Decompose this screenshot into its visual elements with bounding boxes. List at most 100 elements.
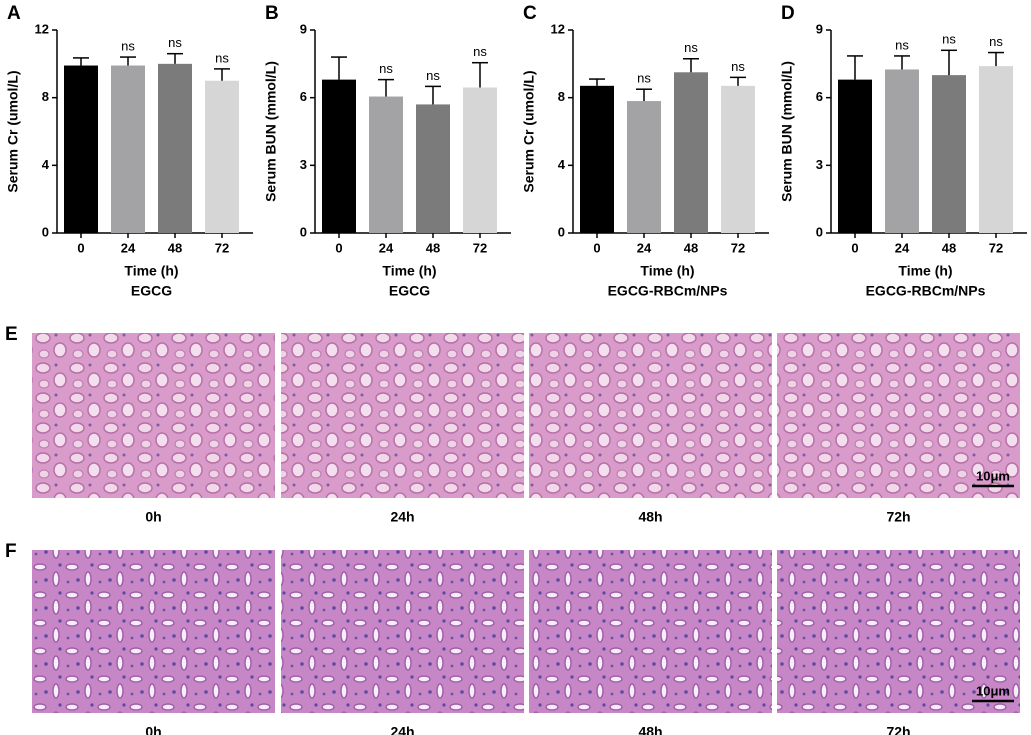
x-tick-label: 48 (942, 240, 956, 255)
x-tick-label: 24 (637, 240, 652, 255)
y-tick-label: 3 (300, 157, 307, 172)
chart-subtitle: EGCG (389, 283, 430, 299)
bar (674, 72, 708, 234)
error-bar (472, 61, 488, 88)
y-tick-label: 0 (816, 224, 823, 239)
error-bar (988, 51, 1004, 67)
x-tick-label: 48 (684, 240, 698, 255)
error-bar (730, 76, 746, 86)
significance-label: ns (379, 61, 393, 76)
histology-image (281, 550, 524, 713)
x-tick-label: 24 (379, 240, 394, 255)
error-bar (636, 88, 652, 102)
image-caption: 24h (390, 724, 414, 735)
significance-label: ns (731, 59, 745, 74)
image-caption: 24h (390, 509, 414, 525)
y-tick-label: 3 (816, 157, 823, 172)
histology-image (529, 550, 772, 713)
image-caption: 0h (145, 509, 161, 525)
y-tick-label: 0 (42, 224, 49, 239)
bar (838, 79, 872, 233)
x-axis-label: Time (h) (382, 263, 436, 279)
x-tick-label: 72 (989, 240, 1003, 255)
bar (322, 79, 356, 233)
bar (580, 85, 614, 233)
image-caption: 48h (638, 509, 662, 525)
y-tick-label: 12 (551, 21, 565, 36)
bar (463, 87, 497, 234)
x-axis-label: Time (h) (898, 263, 952, 279)
y-axis-label: Serum Cr (umol/L) (5, 70, 21, 192)
panel-label: A (7, 3, 21, 24)
x-tick-label: 72 (215, 240, 229, 255)
x-tick-label: 0 (593, 240, 600, 255)
scale-label: 10μm (976, 468, 1010, 483)
bar (64, 65, 98, 234)
y-axis-label: Serum BUN (mmol/L) (263, 61, 279, 202)
significance-label: ns (637, 71, 651, 86)
y-tick-label: 8 (42, 89, 49, 104)
panel-label: F (5, 541, 17, 562)
y-tick-label: 8 (558, 89, 565, 104)
image-caption: 0h (145, 724, 161, 735)
y-tick-label: 6 (300, 89, 307, 104)
y-tick-label: 4 (558, 157, 566, 172)
x-tick-label: 24 (895, 240, 910, 255)
panel-label: E (5, 324, 18, 345)
bar (627, 101, 661, 233)
bar (158, 63, 192, 234)
bar (979, 66, 1013, 233)
bar (885, 69, 919, 233)
y-axis-label: Serum Cr (umol/L) (521, 70, 537, 192)
error-bar (73, 57, 89, 66)
x-tick-label: 0 (335, 240, 342, 255)
histology-image (32, 550, 275, 713)
error-bar (589, 78, 605, 86)
y-tick-label: 12 (35, 21, 49, 36)
significance-label: ns (473, 44, 487, 59)
histology-image (777, 550, 1020, 713)
y-tick-label: 0 (300, 224, 307, 239)
error-bar (120, 56, 136, 66)
x-tick-label: 48 (426, 240, 440, 255)
significance-label: ns (942, 32, 956, 47)
panel-label: D (781, 3, 795, 24)
chart-subtitle: EGCG-RBCm/NPs (608, 283, 728, 299)
error-bar (331, 56, 347, 80)
significance-label: ns (426, 68, 440, 83)
significance-label: ns (684, 40, 698, 55)
error-bar (847, 55, 863, 80)
x-tick-label: 72 (731, 240, 745, 255)
image-caption: 72h (886, 509, 910, 525)
significance-label: ns (215, 50, 229, 65)
bar (369, 96, 403, 234)
error-bar (894, 55, 910, 70)
x-tick-label: 0 (851, 240, 858, 255)
chart-subtitle: EGCG (131, 283, 172, 299)
error-bar (214, 68, 230, 81)
error-bar (378, 78, 394, 97)
histology-image (529, 333, 772, 498)
significance-label: ns (168, 35, 182, 50)
panel-label: C (523, 3, 537, 24)
error-bar (425, 85, 441, 105)
x-axis-label: Time (h) (124, 263, 178, 279)
panel-label: B (265, 3, 279, 24)
significance-label: ns (895, 37, 909, 52)
scale-label: 10μm (976, 683, 1010, 698)
x-tick-label: 48 (168, 240, 182, 255)
y-tick-label: 4 (42, 157, 50, 172)
x-tick-label: 24 (121, 240, 136, 255)
bar (932, 75, 966, 233)
y-tick-label: 0 (558, 224, 565, 239)
bar (205, 80, 239, 233)
significance-label: ns (121, 39, 135, 54)
error-bar (941, 49, 957, 76)
x-tick-label: 72 (473, 240, 487, 255)
image-caption: 48h (638, 724, 662, 735)
significance-label: ns (989, 34, 1003, 49)
bar (416, 104, 450, 233)
y-tick-label: 6 (816, 89, 823, 104)
x-tick-label: 0 (77, 240, 84, 255)
